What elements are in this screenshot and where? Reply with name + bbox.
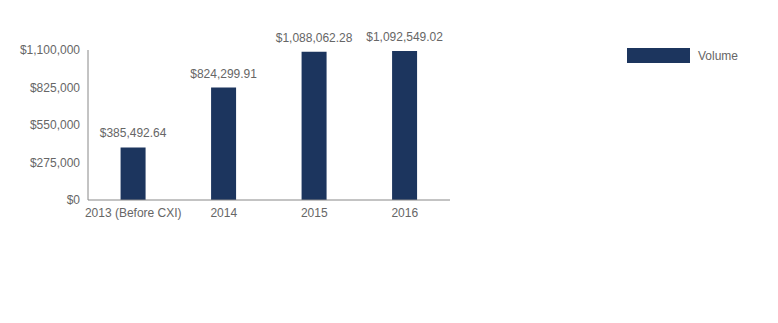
svg-text:$824,299.91: $824,299.91 <box>190 67 257 81</box>
svg-text:$825,000: $825,000 <box>30 81 80 95</box>
svg-text:2013 (Before CXI): 2013 (Before CXI) <box>85 206 182 220</box>
svg-text:2014: 2014 <box>210 206 237 220</box>
svg-text:$550,000: $550,000 <box>30 118 80 132</box>
svg-text:$0: $0 <box>67 193 81 207</box>
svg-text:$275,000: $275,000 <box>30 156 80 170</box>
svg-text:2016: 2016 <box>391 206 418 220</box>
svg-text:$1,100,000: $1,100,000 <box>20 43 80 57</box>
svg-text:$1,092,549.02: $1,092,549.02 <box>366 30 443 44</box>
html-text:Volume: Volume <box>698 48 738 63</box>
svg-text:$385,492.64: $385,492.64 <box>100 126 167 140</box>
svg-text:2015: 2015 <box>301 206 328 220</box>
svg-text:$1,088,062.28: $1,088,062.28 <box>276 31 353 45</box>
